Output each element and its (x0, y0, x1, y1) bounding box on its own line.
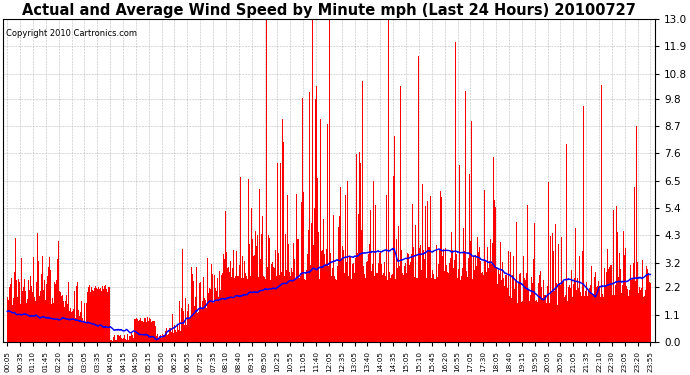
Title: Actual and Average Wind Speed by Minute mph (Last 24 Hours) 20100727: Actual and Average Wind Speed by Minute … (22, 3, 635, 18)
Text: Copyright 2010 Cartronics.com: Copyright 2010 Cartronics.com (6, 28, 137, 38)
